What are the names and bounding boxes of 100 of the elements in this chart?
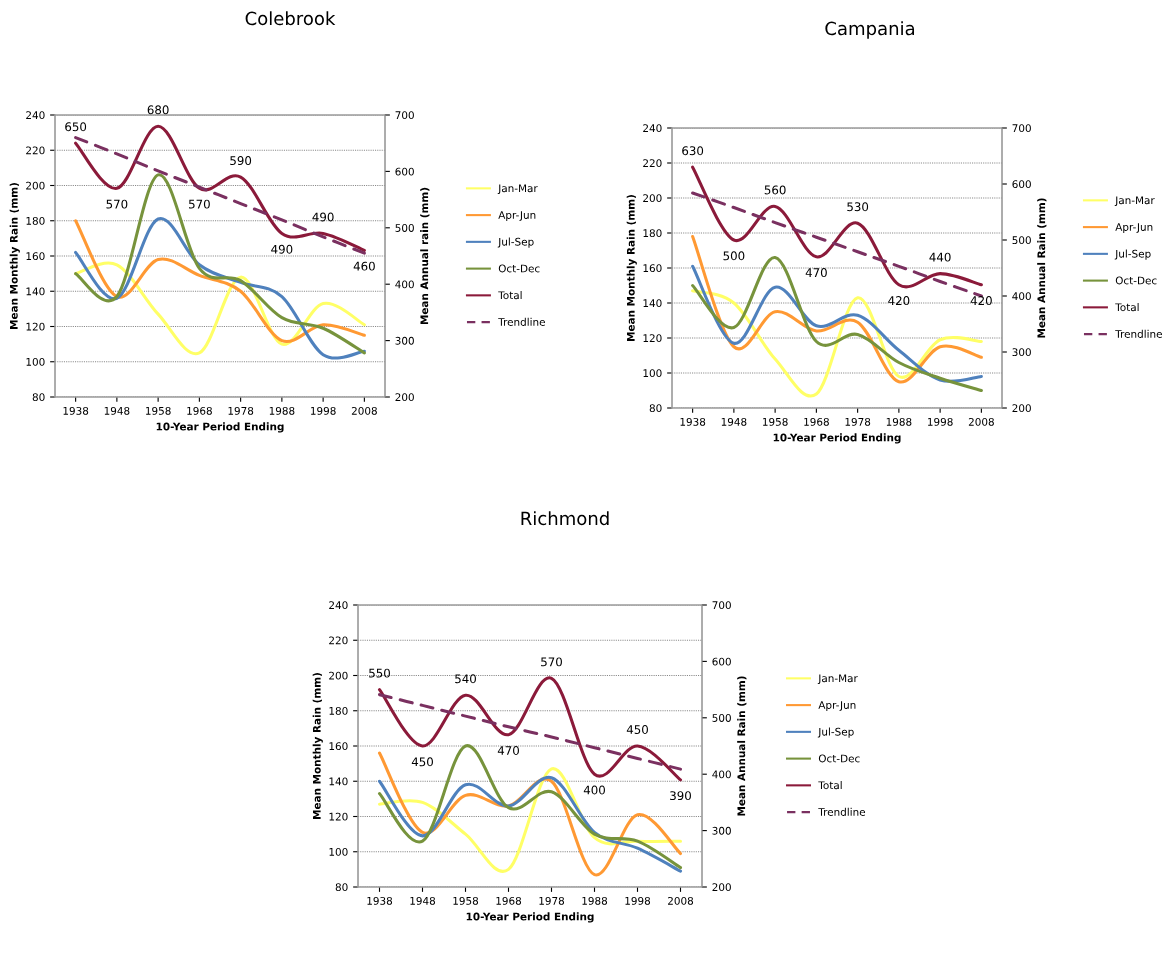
data-label: 470: [497, 746, 519, 755]
legend-label: Jul-Sep: [1114, 249, 1151, 260]
y-tick-label: 220: [329, 636, 348, 645]
legend-label: Total: [498, 291, 522, 300]
y-tick-label: 80: [32, 393, 45, 402]
y2-tick-label: 200: [395, 393, 414, 402]
x-tick-label: 1968: [187, 406, 212, 415]
chart-title: Campania: [825, 21, 915, 39]
y-tick-label: 180: [643, 229, 662, 238]
data-label: 460: [353, 261, 375, 271]
y-tick-label: 200: [643, 194, 662, 203]
y-tick-label: 240: [643, 124, 662, 133]
y2-tick-label: 400: [1012, 292, 1031, 301]
legend-label: Total: [1115, 303, 1139, 312]
legend-label: Jan-Mar: [497, 184, 538, 195]
data-label: 500: [723, 251, 745, 261]
x-tick-label: 1938: [680, 417, 706, 426]
y-tick-label: 140: [329, 777, 348, 786]
x-tick-label: 1988: [269, 406, 295, 415]
y2-tick-label: 700: [1012, 124, 1031, 133]
y2-tick-label: 600: [712, 657, 731, 666]
y2-tick-label: 700: [712, 601, 731, 610]
y-tick-label: 240: [329, 601, 348, 610]
y2-tick-label: 400: [395, 280, 414, 289]
data-label: 450: [626, 725, 648, 734]
line-series: [377, 676, 683, 782]
x-tick-label: 1968: [496, 896, 522, 905]
y-tick-label: 80: [649, 404, 662, 413]
legend-label: Total: [818, 781, 842, 790]
x-tick-label: 1978: [845, 417, 871, 426]
x-tick-label: 1948: [721, 417, 747, 426]
y2-tick-label: 300: [712, 826, 731, 835]
x-tick-label: 1938: [367, 896, 393, 905]
data-label: 490: [271, 244, 293, 254]
y-tick-label: 140: [26, 287, 45, 296]
y-tick-label: 200: [329, 671, 348, 680]
x-tick-label: 1978: [228, 406, 254, 415]
data-label: 490: [312, 212, 334, 222]
y2-tick-label: 500: [712, 714, 731, 722]
x-axis-title: 10-Year Period Ending: [773, 433, 901, 444]
legend-label: Jan-Mar: [1114, 196, 1155, 207]
y2-tick-label: 500: [395, 224, 414, 232]
y-tick-label: 100: [26, 357, 45, 366]
data-label: 550: [369, 668, 390, 678]
x-tick-label: 1958: [453, 896, 479, 905]
y-axis-title: Mean Monthly Rain (mm): [9, 183, 20, 329]
x-axis-title: 10-Year Period Ending: [156, 422, 284, 433]
y2-tick-label: 600: [395, 167, 414, 176]
data-label: 570: [106, 199, 128, 209]
x-tick-label: 1938: [63, 406, 89, 415]
y2-tick-label: 200: [712, 883, 731, 892]
y-tick-label: 120: [643, 334, 662, 343]
y-tick-label: 180: [26, 216, 45, 225]
y-tick-label: 100: [643, 369, 662, 378]
data-label: 390: [670, 791, 691, 801]
data-label: 680: [147, 105, 169, 115]
y2-tick-label: 300: [1012, 348, 1031, 357]
data-label: 470: [805, 268, 827, 278]
data-label: 540: [455, 674, 476, 684]
legend-label: Trendline: [818, 807, 866, 816]
data-label: 570: [541, 657, 562, 667]
data-label: 570: [189, 199, 210, 209]
y-tick-label: 160: [329, 742, 348, 751]
data-label: 420: [970, 296, 992, 306]
y2-axis-title: Mean Annual Rain (mm): [1037, 198, 1047, 338]
y-tick-label: 220: [26, 146, 45, 155]
x-tick-label: 2008: [351, 406, 377, 415]
y-tick-label: 120: [26, 322, 45, 331]
y2-tick-label: 200: [1012, 404, 1031, 413]
legend-label: Apr-Jun: [818, 701, 856, 711]
y-tick-label: 200: [26, 181, 45, 190]
x-tick-label: 1988: [582, 896, 608, 905]
x-tick-label: 1948: [104, 406, 130, 415]
x-tick-label: 2008: [668, 896, 694, 905]
y2-tick-label: 600: [1012, 180, 1031, 189]
y2-axis-title: Mean Annual rain (mm): [420, 187, 430, 325]
data-label: 590: [230, 156, 252, 166]
y-tick-label: 240: [26, 111, 45, 120]
data-label: 400: [583, 785, 605, 795]
y-tick-label: 160: [643, 264, 662, 273]
y2-axis-title: Mean Annual Rain (mm): [737, 676, 747, 816]
legend-label: Oct-Dec: [1115, 276, 1157, 285]
x-tick-label: 1998: [928, 417, 953, 426]
y-axis-title: Mean Monthly Rain (mm): [312, 673, 323, 819]
data-label: 650: [65, 122, 87, 132]
data-label: 530: [847, 202, 869, 212]
data-label: 560: [764, 185, 786, 195]
chart-title: Richmond: [521, 511, 609, 526]
legend-label: Jul-Sep: [497, 237, 534, 248]
x-tick-label: 1968: [804, 417, 829, 426]
y-tick-label: 80: [335, 883, 348, 892]
y-axis-title: Mean Monthly Rain (mm): [626, 195, 637, 341]
legend-label: Oct-Dec: [818, 754, 860, 763]
chart-title: Colebrook: [245, 11, 336, 26]
data-label: 420: [888, 296, 910, 306]
y2-tick-label: 300: [395, 336, 414, 345]
y-tick-label: 100: [329, 847, 348, 856]
x-tick-label: 1998: [311, 406, 336, 415]
legend-label: Trendline: [498, 317, 545, 326]
line-series: [377, 693, 683, 771]
